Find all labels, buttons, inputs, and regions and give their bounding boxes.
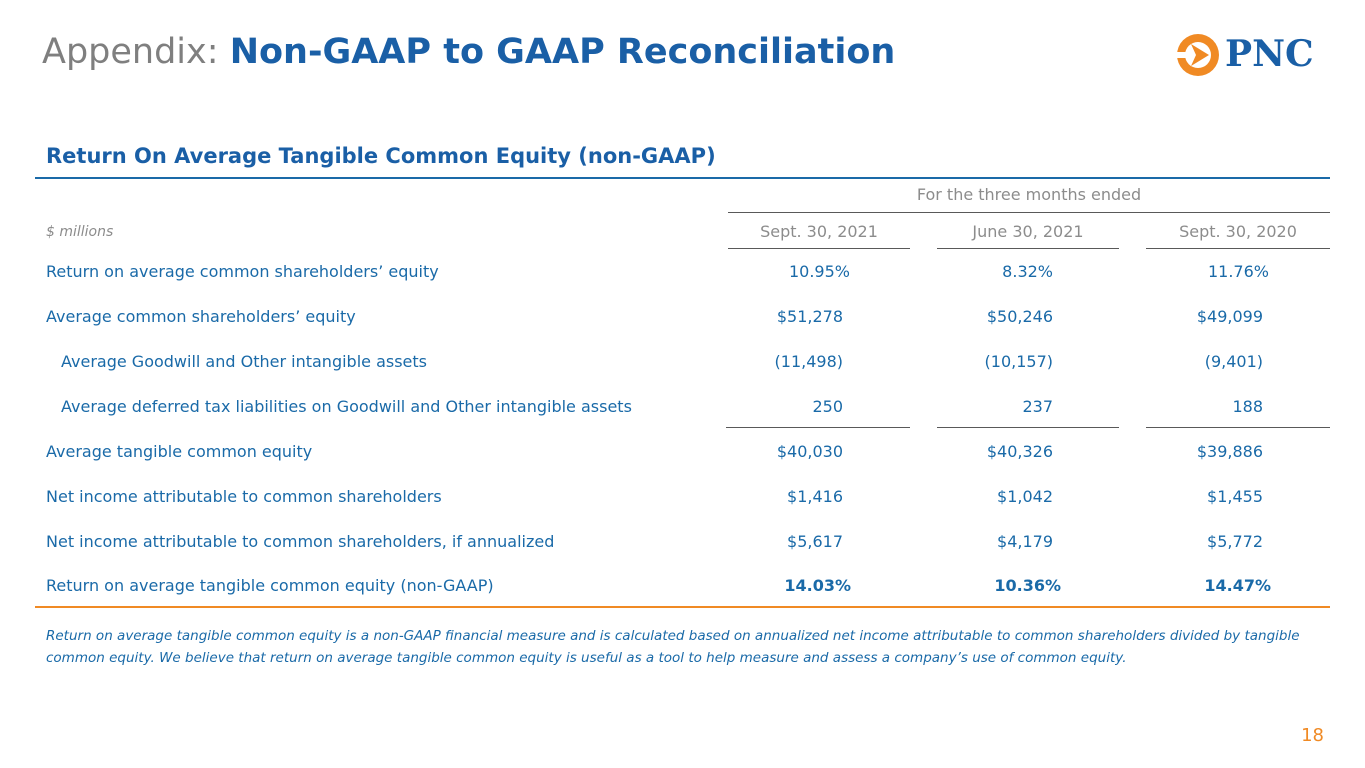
column-header-underline bbox=[1146, 248, 1330, 249]
column-header-underline bbox=[937, 248, 1119, 249]
cell-value: $5,617 bbox=[787, 532, 843, 551]
cell-value: $49,099 bbox=[1196, 307, 1263, 326]
cell-value: 11.76% bbox=[1207, 262, 1269, 281]
footnote: Return on average tangible common equity… bbox=[46, 628, 1300, 666]
subtotal-rule bbox=[726, 427, 910, 428]
cell-value: $1,416 bbox=[787, 487, 843, 506]
title-main: Non-GAAP to GAAP Reconciliation bbox=[229, 32, 896, 72]
cell-value: 14.03% bbox=[784, 576, 851, 595]
row-label: Return on average tangible common equity… bbox=[46, 576, 494, 595]
cell-value: $40,326 bbox=[986, 442, 1053, 461]
row-label: Average tangible common equity bbox=[46, 442, 313, 461]
cell-value: (9,401) bbox=[1204, 352, 1263, 371]
row-label: Average Goodwill and Other intangible as… bbox=[61, 352, 427, 371]
column-header-3: Sept. 30, 2020 bbox=[1179, 222, 1297, 241]
cell-value: 10.36% bbox=[994, 576, 1061, 595]
cell-value: 8.32% bbox=[1002, 262, 1053, 281]
pnc-wordmark: PNC bbox=[1225, 33, 1314, 75]
slide-title: Appendix: Non-GAAP to GAAP Reconciliatio… bbox=[42, 32, 895, 72]
cell-value: $50,246 bbox=[986, 307, 1053, 326]
cell-value: $4,179 bbox=[997, 532, 1053, 551]
section-title: Return On Average Tangible Common Equity… bbox=[46, 144, 716, 168]
cell-value: 14.47% bbox=[1204, 576, 1271, 595]
period-header: For the three months ended bbox=[916, 185, 1142, 204]
table-row-total: Return on average tangible common equity… bbox=[0, 576, 1365, 600]
cell-value: $39,886 bbox=[1196, 442, 1263, 461]
table-bottom-rule bbox=[35, 606, 1330, 608]
period-underline bbox=[728, 212, 1330, 213]
table-row: Net income attributable to common shareh… bbox=[0, 532, 1365, 556]
units-label: $ millions bbox=[46, 224, 114, 240]
cell-value: 237 bbox=[1022, 397, 1053, 416]
table-row: Average tangible common equity $40,030 $… bbox=[0, 442, 1365, 466]
table-row: Average deferred tax liabilities on Good… bbox=[0, 397, 1365, 421]
subtotal-rule bbox=[937, 427, 1119, 428]
cell-value: 250 bbox=[812, 397, 843, 416]
pnc-logo: PNC bbox=[1175, 32, 1330, 78]
row-label: Average deferred tax liabilities on Good… bbox=[61, 397, 632, 416]
cell-value: $51,278 bbox=[776, 307, 843, 326]
row-label: Return on average common shareholders’ e… bbox=[46, 262, 439, 281]
cell-value: (10,157) bbox=[984, 352, 1053, 371]
pnc-logo-icon bbox=[1177, 34, 1219, 76]
cell-value: 188 bbox=[1232, 397, 1263, 416]
table-row: Net income attributable to common shareh… bbox=[0, 487, 1365, 511]
table-row: Average common shareholders’ equity $51,… bbox=[0, 307, 1365, 331]
cell-value: $1,042 bbox=[997, 487, 1053, 506]
cell-value: (11,498) bbox=[774, 352, 843, 371]
subtotal-rule bbox=[1146, 427, 1330, 428]
row-label: Net income attributable to common shareh… bbox=[46, 532, 555, 551]
cell-value: $40,030 bbox=[776, 442, 843, 461]
cell-value: $1,455 bbox=[1207, 487, 1263, 506]
table-row: Return on average common shareholders’ e… bbox=[0, 262, 1365, 286]
table-row: Average Goodwill and Other intangible as… bbox=[0, 352, 1365, 376]
row-label: Net income attributable to common shareh… bbox=[46, 487, 442, 506]
column-header-underline bbox=[728, 248, 910, 249]
cell-value: $5,772 bbox=[1207, 532, 1263, 551]
column-header-2: June 30, 2021 bbox=[972, 222, 1084, 241]
row-label: Average common shareholders’ equity bbox=[46, 307, 356, 326]
section-divider bbox=[35, 177, 1330, 179]
cell-value: 10.95% bbox=[788, 262, 850, 281]
page-number: 18 bbox=[1301, 725, 1324, 746]
column-header-1: Sept. 30, 2021 bbox=[760, 222, 878, 241]
title-prefix: Appendix: bbox=[42, 32, 219, 72]
